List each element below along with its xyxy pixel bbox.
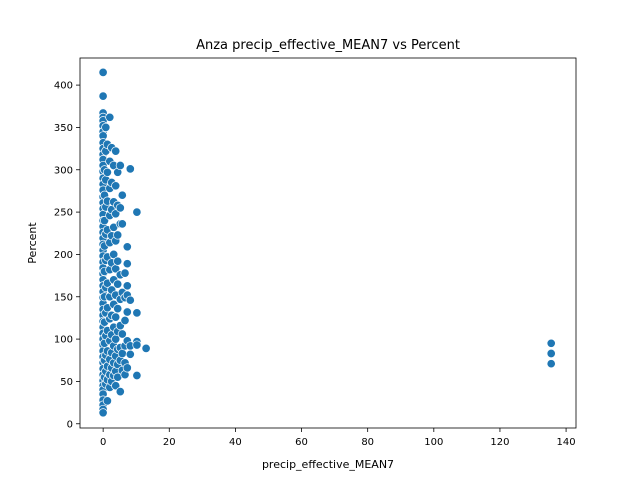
data-point (115, 203, 125, 213)
y-tick-label: 400 (54, 81, 73, 92)
data-point (122, 259, 132, 269)
y-tick-label: 250 (54, 208, 73, 219)
data-point (109, 249, 119, 259)
x-tick-label: 120 (490, 437, 509, 448)
data-point (117, 219, 127, 229)
data-point (132, 308, 142, 318)
data-point (120, 315, 130, 326)
data-point (132, 370, 142, 381)
x-tick-label: 80 (361, 437, 374, 448)
y-tick-label: 150 (54, 292, 73, 303)
data-points (98, 67, 556, 418)
data-point (122, 307, 132, 317)
x-tick-label: 20 (163, 437, 176, 448)
y-tick-label: 0 (67, 419, 73, 430)
y-tick-label: 300 (54, 165, 73, 176)
data-point (132, 207, 142, 217)
y-axis-ticks: 0 50 100 150 200 250 300 350 400 (54, 81, 80, 430)
data-point (122, 363, 132, 373)
data-point (546, 338, 556, 348)
data-point (105, 112, 115, 122)
data-point (115, 387, 125, 397)
data-point (113, 304, 123, 314)
y-tick-label: 350 (54, 123, 73, 134)
x-axis-ticks: 0 20 40 60 80 100 120 140 (100, 428, 576, 448)
data-point (113, 256, 123, 266)
data-point (120, 268, 130, 278)
data-point (141, 343, 151, 353)
data-point (113, 279, 123, 289)
data-point (117, 329, 127, 339)
x-tick-label: 140 (557, 437, 576, 448)
data-point (122, 242, 132, 252)
x-tick-label: 100 (424, 437, 443, 448)
x-axis-label: precip_effective_MEAN7 (262, 458, 394, 471)
data-point (115, 160, 125, 171)
data-point (132, 340, 142, 350)
x-tick-label: 0 (100, 437, 106, 448)
data-point (122, 281, 132, 291)
data-point (546, 359, 556, 369)
x-tick-label: 40 (229, 437, 242, 448)
y-tick-label: 50 (60, 377, 73, 388)
plot-frame (79, 57, 577, 429)
y-tick-label: 200 (54, 250, 73, 261)
y-tick-label: 100 (54, 335, 73, 346)
data-point (98, 91, 108, 101)
data-point (111, 181, 121, 191)
data-point (113, 230, 123, 240)
data-point (101, 122, 111, 132)
data-point (117, 190, 127, 200)
data-point (102, 396, 112, 406)
data-point (546, 348, 556, 359)
data-point (125, 164, 135, 174)
data-point (117, 348, 127, 359)
data-point (102, 167, 112, 177)
data-point (111, 312, 121, 322)
data-point (125, 295, 135, 305)
data-point (111, 146, 121, 156)
x-tick-label: 60 (295, 437, 308, 448)
chart-title: Anza precip_effective_MEAN7 vs Percent (196, 38, 460, 53)
data-point (98, 408, 108, 418)
data-point (125, 349, 135, 359)
data-point (98, 67, 108, 77)
y-axis-label: Percent (26, 222, 39, 264)
